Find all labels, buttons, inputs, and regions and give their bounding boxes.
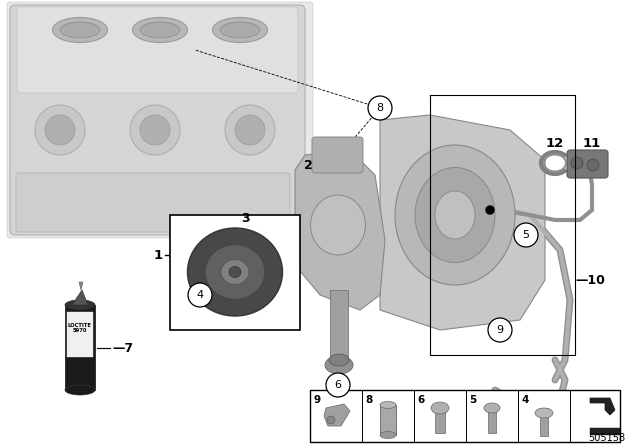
Ellipse shape	[415, 168, 495, 263]
Circle shape	[486, 206, 494, 214]
Bar	[310, 390, 620, 442]
Circle shape	[514, 223, 538, 247]
Ellipse shape	[35, 105, 85, 155]
Polygon shape	[380, 115, 545, 330]
Text: 8: 8	[365, 395, 372, 405]
Ellipse shape	[188, 228, 282, 316]
Ellipse shape	[310, 195, 365, 255]
Bar	[435, 408, 445, 433]
Ellipse shape	[205, 245, 265, 300]
Text: 4: 4	[196, 290, 204, 300]
Ellipse shape	[327, 416, 335, 424]
Text: 6: 6	[417, 395, 424, 405]
Circle shape	[488, 318, 512, 342]
FancyBboxPatch shape	[567, 150, 608, 178]
Ellipse shape	[60, 22, 100, 38]
Ellipse shape	[221, 259, 249, 284]
Bar	[170, 215, 300, 330]
Text: 1: 1	[154, 249, 163, 262]
Ellipse shape	[431, 402, 449, 414]
Ellipse shape	[65, 300, 95, 310]
Ellipse shape	[380, 401, 396, 409]
Polygon shape	[72, 290, 88, 305]
Text: 11: 11	[583, 137, 601, 150]
Text: 9: 9	[313, 395, 320, 405]
Ellipse shape	[235, 115, 265, 145]
Ellipse shape	[229, 267, 241, 277]
FancyBboxPatch shape	[16, 173, 290, 232]
Text: 2: 2	[303, 159, 312, 172]
Text: —7: —7	[112, 341, 133, 354]
Polygon shape	[324, 404, 350, 426]
FancyBboxPatch shape	[17, 7, 298, 93]
Ellipse shape	[325, 356, 353, 374]
Polygon shape	[79, 282, 83, 290]
Ellipse shape	[571, 157, 583, 169]
Ellipse shape	[130, 105, 180, 155]
Circle shape	[188, 283, 212, 307]
Text: 6: 6	[335, 380, 342, 390]
Bar	[65, 305, 95, 390]
FancyBboxPatch shape	[10, 5, 305, 235]
Polygon shape	[295, 150, 385, 310]
Bar	[330, 290, 348, 360]
Ellipse shape	[45, 115, 75, 145]
Text: 3: 3	[241, 211, 250, 224]
Bar	[380, 405, 396, 435]
Ellipse shape	[225, 105, 275, 155]
Ellipse shape	[587, 159, 599, 171]
Text: 5: 5	[469, 395, 476, 405]
Ellipse shape	[140, 115, 170, 145]
Ellipse shape	[52, 17, 108, 43]
Ellipse shape	[395, 145, 515, 285]
Polygon shape	[590, 398, 615, 415]
FancyBboxPatch shape	[312, 137, 363, 173]
Bar	[540, 408, 548, 436]
Circle shape	[326, 373, 350, 397]
Circle shape	[368, 96, 392, 120]
Text: 4: 4	[521, 395, 529, 405]
Ellipse shape	[329, 354, 349, 366]
FancyBboxPatch shape	[7, 2, 313, 238]
Text: 8: 8	[376, 103, 383, 113]
Bar	[488, 408, 496, 433]
Ellipse shape	[484, 403, 500, 413]
Ellipse shape	[220, 22, 260, 38]
Bar	[67, 312, 93, 357]
Text: 5: 5	[522, 230, 529, 240]
Text: —10: —10	[575, 273, 605, 287]
Ellipse shape	[65, 385, 95, 395]
Bar	[590, 428, 620, 435]
Ellipse shape	[380, 431, 396, 439]
Text: 12: 12	[546, 137, 564, 150]
Ellipse shape	[212, 17, 268, 43]
Ellipse shape	[132, 17, 188, 43]
Ellipse shape	[140, 22, 180, 38]
Ellipse shape	[435, 191, 475, 239]
Text: LOCTITE
5970: LOCTITE 5970	[68, 323, 92, 333]
Ellipse shape	[535, 408, 553, 418]
Text: 9: 9	[497, 325, 504, 335]
Text: 505158: 505158	[588, 433, 625, 443]
